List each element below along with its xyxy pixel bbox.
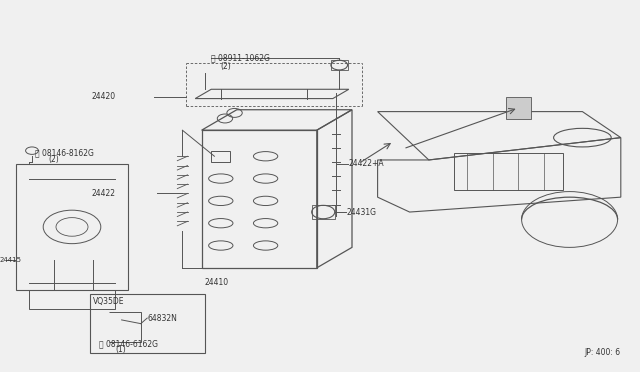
Text: JP: 400: 6: JP: 400: 6: [585, 348, 621, 357]
Text: Ⓑ 08146-8162G: Ⓑ 08146-8162G: [35, 148, 94, 157]
Text: (2): (2): [221, 62, 232, 71]
Text: 24420: 24420: [91, 92, 115, 101]
Bar: [506, 97, 531, 119]
Text: (1): (1): [115, 345, 126, 354]
Bar: [331, 60, 348, 70]
Text: 24410: 24410: [205, 278, 229, 287]
Bar: [454, 153, 563, 190]
Bar: [16, 164, 128, 290]
Bar: [90, 294, 205, 353]
Text: Ⓑ 08146-6162G: Ⓑ 08146-6162G: [99, 340, 158, 349]
Text: 24431G: 24431G: [347, 208, 377, 217]
Text: 24415: 24415: [0, 257, 22, 263]
Text: (2): (2): [48, 155, 59, 164]
Bar: [312, 205, 335, 219]
Text: 24422: 24422: [91, 189, 115, 198]
Text: ⓝ 08911-1062G: ⓝ 08911-1062G: [211, 53, 270, 62]
Text: 64832N: 64832N: [147, 314, 177, 323]
Text: 24422+A: 24422+A: [349, 159, 385, 168]
Text: VQ35DE: VQ35DE: [93, 297, 124, 306]
Bar: [211, 151, 230, 162]
